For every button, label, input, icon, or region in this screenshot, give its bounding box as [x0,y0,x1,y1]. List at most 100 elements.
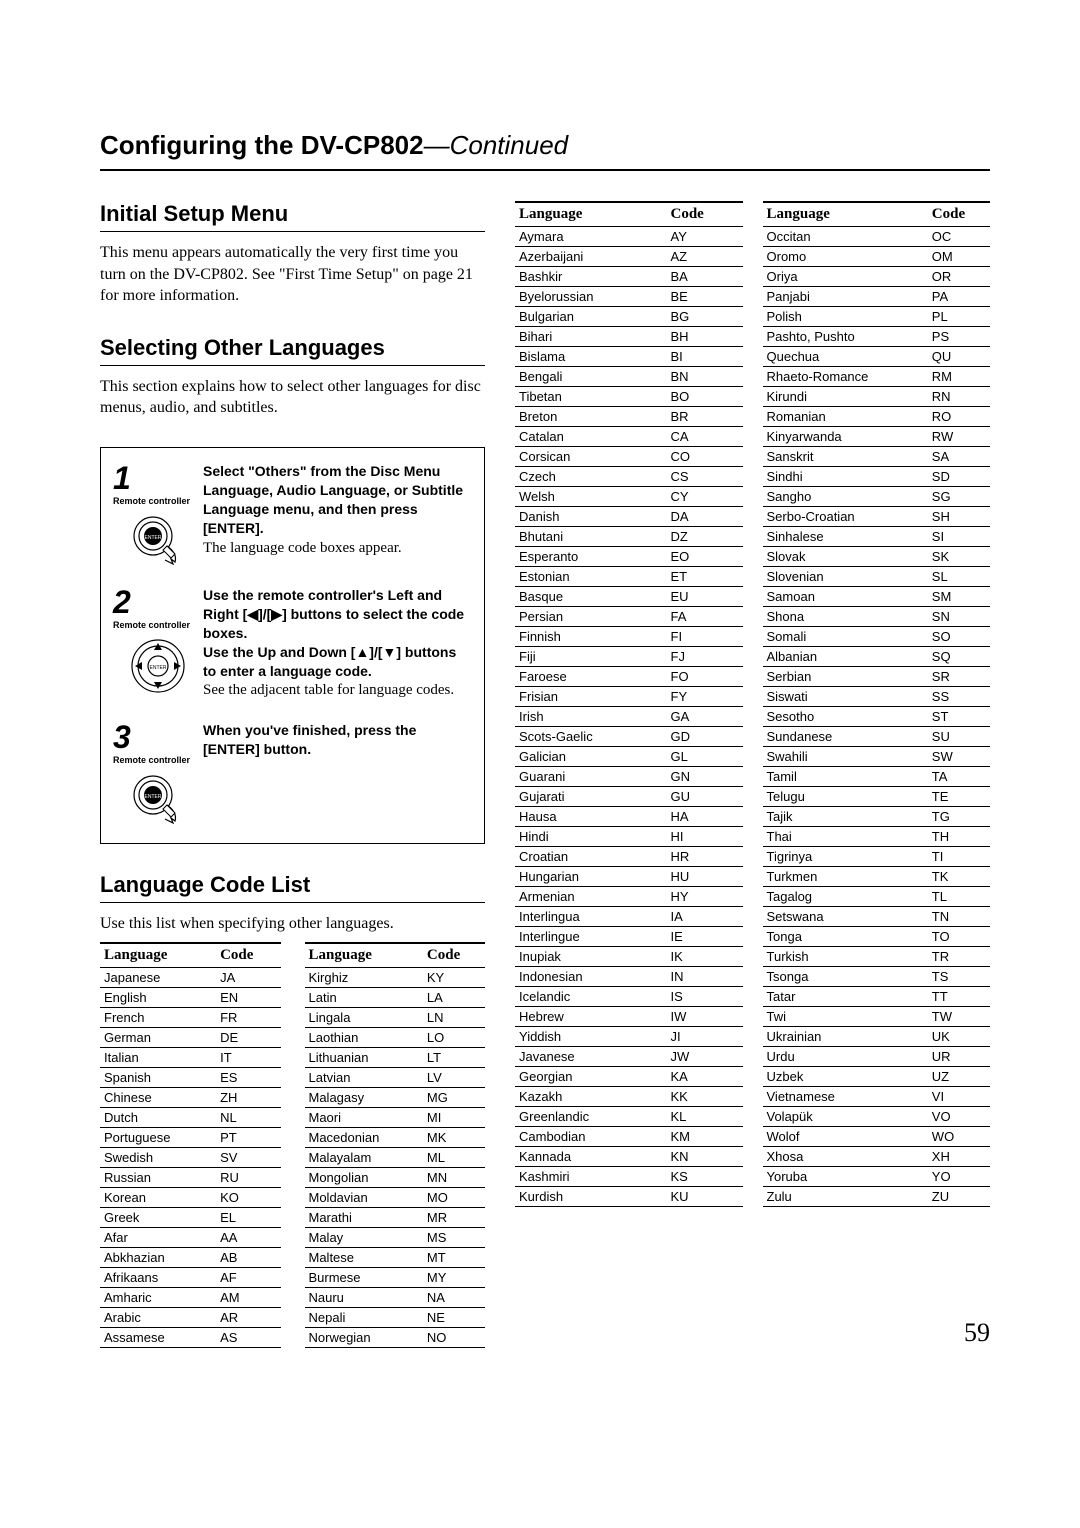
table-row: ChineseZH [100,1088,281,1108]
table-row: GreenlandicKL [515,1107,743,1127]
code-cell: WO [928,1127,990,1147]
code-cell: PA [928,287,990,307]
lang-cell: Aymara [515,227,667,247]
code-cell: DA [667,507,743,527]
lang-cell: Ukrainian [763,1027,928,1047]
table-row: OromoOM [763,247,991,267]
steps-box: 1Remote controllerENTERSelect "Others" f… [100,447,485,844]
code-cell: IN [667,967,743,987]
lang-cell: Romanian [763,407,928,427]
lang-cell: Sundanese [763,727,928,747]
table-row: TagalogTL [763,887,991,907]
step-label: Remote controller [113,755,203,765]
lang-cell: Chinese [100,1088,216,1108]
lang-cell: Malay [305,1228,423,1248]
th-code: Code [667,202,743,227]
code-cell: QU [928,347,990,367]
table-row: ItalianIT [100,1048,281,1068]
code-cell: ET [667,567,743,587]
code-cell: TE [928,787,990,807]
code-cell: AS [216,1328,280,1348]
lang-cell: Latin [305,988,423,1008]
table-row: XhosaXH [763,1147,991,1167]
table-row: AbkhazianAB [100,1248,281,1268]
lang-cell: Corsican [515,447,667,467]
lang-cell: Azerbaijani [515,247,667,267]
lang-cell: Kinyarwanda [763,427,928,447]
code-cell: MK [423,1128,485,1148]
code-cell: MO [423,1188,485,1208]
page-title-suffix: —Continued [424,130,569,160]
lang-cell: Esperanto [515,547,667,567]
lang-cell: Kirghiz [305,968,423,988]
lang-cell: Sanskrit [763,447,928,467]
code-cell: ES [216,1068,280,1088]
lang-cell: Turkmen [763,867,928,887]
code-cell: MI [423,1108,485,1128]
lang-cell: Bislama [515,347,667,367]
table-row: SamoanSM [763,587,991,607]
lang-cell: Greenlandic [515,1107,667,1127]
code-cell: LT [423,1048,485,1068]
lang-cell: Tatar [763,987,928,1007]
step-bold-text: When you've finished, press the [ENTER] … [203,721,472,759]
lang-cell: Irish [515,707,667,727]
dpad-icon: ENTER [113,636,203,696]
code-cell: IK [667,947,743,967]
code-cell: TL [928,887,990,907]
lang-cell: Zulu [763,1187,928,1207]
section-codelist-body: Use this list when specifying other lang… [100,913,485,935]
code-cell: FA [667,607,743,627]
svg-text:ENTER: ENTER [150,665,167,671]
lang-cell: Tibetan [515,387,667,407]
lang-cell: Persian [515,607,667,627]
lang-cell: Somali [763,627,928,647]
lang-cell: Icelandic [515,987,667,1007]
table-row: MongolianMN [305,1168,486,1188]
lang-cell: Galician [515,747,667,767]
code-cell: KK [667,1087,743,1107]
lang-cell: Amharic [100,1288,216,1308]
code-cell: FI [667,627,743,647]
th-lang: Language [515,202,667,227]
lang-cell: Estonian [515,567,667,587]
step-label: Remote controller [113,496,203,506]
code-cell: BE [667,287,743,307]
table-row: SanskritSA [763,447,991,467]
code-cell: MY [423,1268,485,1288]
lang-cell: Basque [515,587,667,607]
code-cell: TA [928,767,990,787]
table-row: JavaneseJW [515,1047,743,1067]
code-cell: RW [928,427,990,447]
code-cell: UZ [928,1067,990,1087]
code-cell: SU [928,727,990,747]
code-cell: IW [667,1007,743,1027]
table-row: MacedonianMK [305,1128,486,1148]
code-cell: HI [667,827,743,847]
step-2: 2Remote controllerENTERUse the remote co… [113,586,472,701]
code-cell: GD [667,727,743,747]
code-cell: FR [216,1008,280,1028]
left-column: Initial Setup Menu This menu appears aut… [100,201,485,1348]
table-row: SwahiliSW [763,747,991,767]
code-cell: TS [928,967,990,987]
table-row: ArmenianHY [515,887,743,907]
table-row: KurdishKU [515,1187,743,1207]
code-cell: IS [667,987,743,1007]
code-cell: EO [667,547,743,567]
table-row: KashmiriKS [515,1167,743,1187]
code-cell: HU [667,867,743,887]
lang-cell: Bhutani [515,527,667,547]
lang-cell: Tamil [763,767,928,787]
lang-cell: Uzbek [763,1067,928,1087]
table-row: MalteseMT [305,1248,486,1268]
table-row: BislamaBI [515,347,743,367]
code-cell: BH [667,327,743,347]
lang-cell: Malagasy [305,1088,423,1108]
step-plain-text: The language code boxes appear. [203,538,472,558]
lang-cell: Portuguese [100,1128,216,1148]
table-row: FijiFJ [515,647,743,667]
code-cell: SK [928,547,990,567]
table-row: IndonesianIN [515,967,743,987]
th-code: Code [928,202,990,227]
